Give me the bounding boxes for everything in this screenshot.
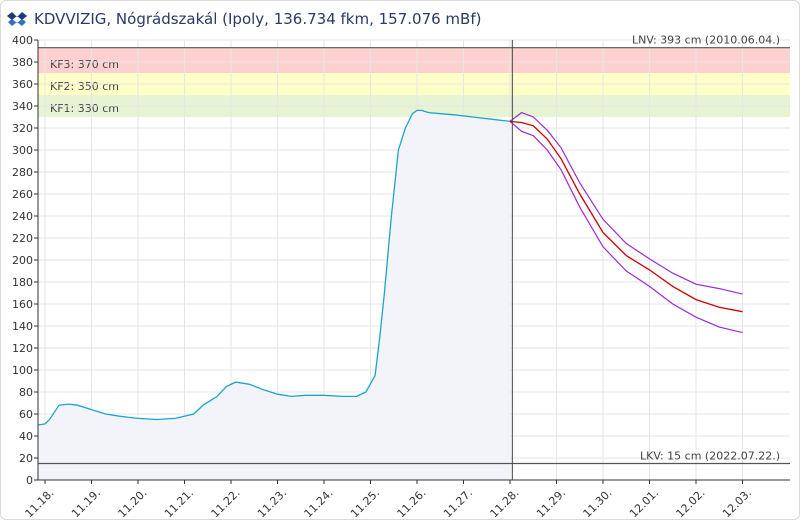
x-tick-label: 11.22.: [209, 486, 243, 520]
chart-header: KDVVIZIG, Nógrádszakál (Ipoly, 136.734 f…: [6, 8, 481, 30]
measured-area-fill: [38, 110, 510, 481]
x-tick-label: 11.23.: [255, 486, 289, 520]
x-tick-label: 11.18.: [23, 486, 57, 520]
x-tick-label: 12.01.: [627, 486, 661, 520]
y-tick-label: 20: [19, 452, 33, 465]
x-tick-label: 11.26.: [395, 486, 429, 520]
x-tick-label: 11.27.: [441, 486, 475, 520]
reference-lines: LNV: 393 cm (2010.06.04.) LKV: 15 cm (202…: [38, 34, 790, 465]
band-label: KF2: 350 cm: [50, 80, 119, 93]
y-tick-label: 340: [12, 100, 33, 113]
x-tick-label: 11.20.: [116, 486, 150, 520]
y-tick-label: 40: [19, 430, 33, 443]
x-tick-label: 11.28.: [488, 486, 522, 520]
forecast-upper-line[interactable]: [509, 111, 743, 295]
y-tick-label: 100: [12, 364, 33, 377]
x-tick-label: 11.19.: [69, 486, 103, 520]
measured-series-line[interactable]: [37, 109, 511, 426]
y-tick-label: 140: [12, 320, 33, 333]
x-tick-label: 11.29.: [534, 486, 568, 520]
x-tick-label: 11.21.: [162, 486, 196, 520]
kdvvizig-logo-icon: [7, 12, 27, 26]
y-tick-label: 120: [12, 342, 33, 355]
y-tick-label: 220: [12, 232, 33, 245]
y-tick-label: 80: [19, 386, 33, 399]
y-tick-label: 180: [12, 276, 33, 289]
y-tick-label: 400: [12, 34, 33, 47]
x-tick-label: 11.25.: [348, 486, 382, 520]
chart-title: KDVVIZIG, Nógrádszakál (Ipoly, 136.734 f…: [34, 10, 482, 28]
forecast-series-line[interactable]: [509, 120, 743, 313]
y-tick-label: 200: [12, 254, 33, 267]
band-label: KF3: 370 cm: [50, 58, 119, 71]
y-tick-label: 160: [12, 298, 33, 311]
band-label: KF1: 330 cm: [50, 102, 119, 115]
lkv-label: LKV: 15 cm (2022.07.22.): [640, 450, 780, 463]
y-tick-label: 60: [19, 408, 33, 421]
y-tick-label: 360: [12, 78, 33, 91]
x-tick-label: 12.03.: [720, 486, 754, 520]
y-tick-label: 320: [12, 122, 33, 135]
y-tick-label: 0: [26, 474, 33, 487]
y-tick-label: 380: [12, 56, 33, 69]
band-kf3: [38, 47, 790, 73]
lnv-label: LNV: 393 cm (2010.06.04.): [632, 34, 780, 47]
x-tick-label: 11.30.: [581, 486, 615, 520]
y-tick-label: 280: [12, 166, 33, 179]
x-tick-label: 12.02.: [674, 486, 708, 520]
y-tick-label: 240: [12, 210, 33, 223]
forecast-lower-line[interactable]: [509, 120, 743, 334]
y-tick-label: 300: [12, 144, 33, 157]
x-tick-label: 11.24.: [302, 486, 336, 520]
threshold-bands: KF3: 370 cm KF2: 350 cm KF1: 330 cm: [38, 47, 790, 117]
y-tick-label: 260: [12, 188, 33, 201]
